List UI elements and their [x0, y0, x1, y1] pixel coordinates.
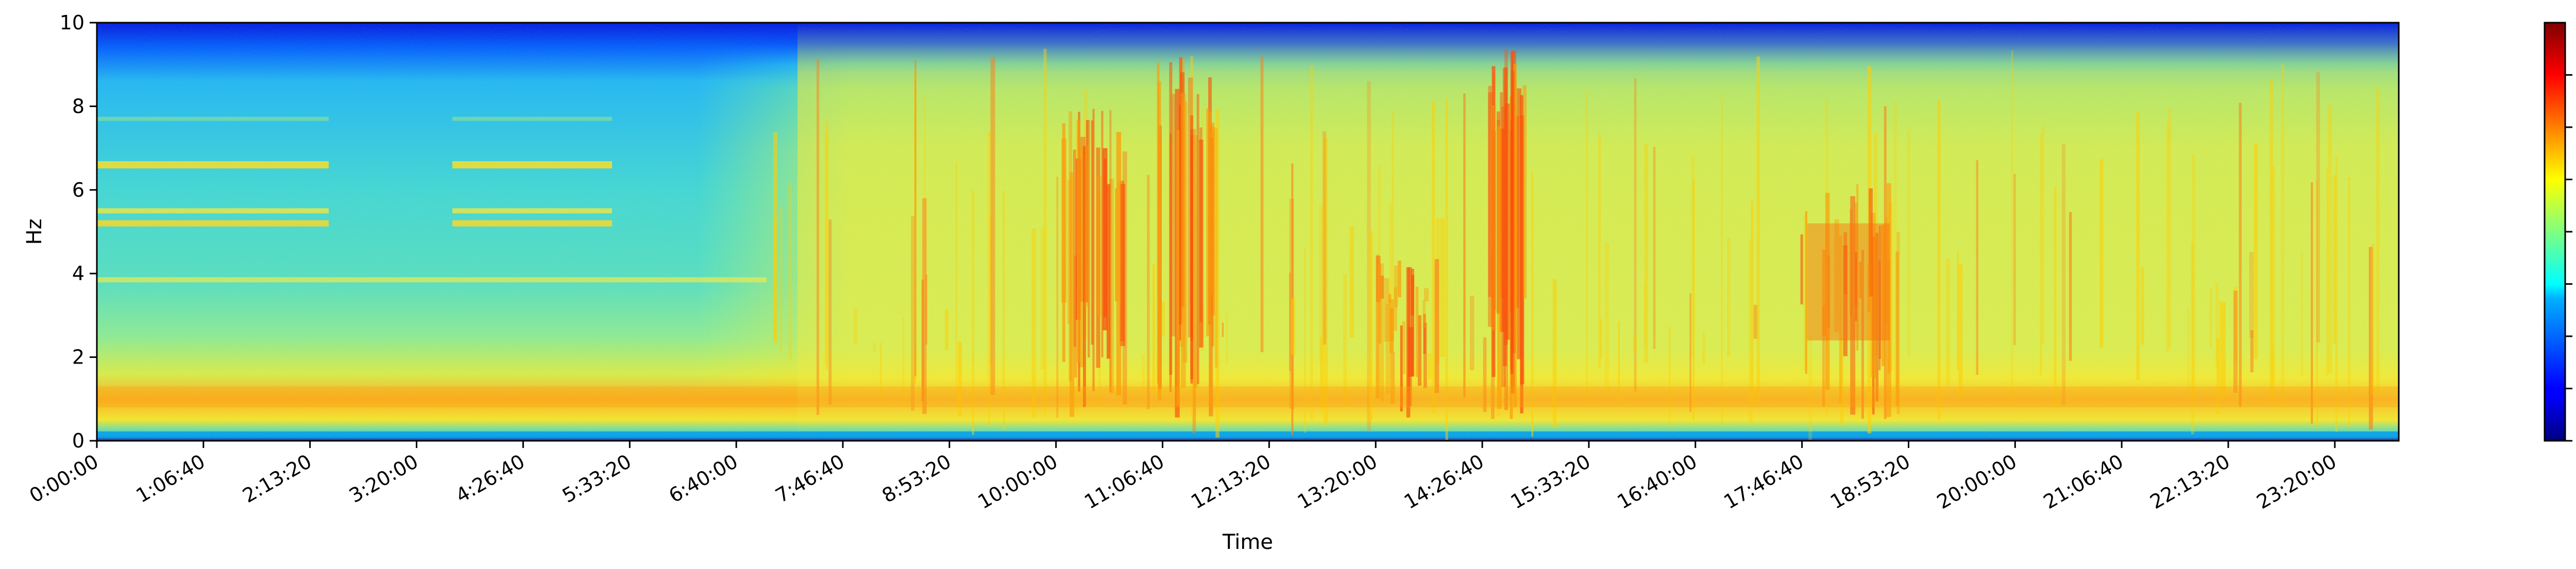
- x-tick-label: 8:53:20: [878, 450, 955, 507]
- x-tick-label: 16:40:00: [1613, 450, 1701, 513]
- x-tick-label: 23:20:00: [2253, 450, 2341, 513]
- colorbar-ticks: -10 dB-20 dB-30 dB-40 dB-50 dB-60 dB-70 …: [2565, 74, 2572, 442]
- x-tick-label: 13:20:00: [1294, 450, 1381, 513]
- x-tick-label: 7:46:40: [772, 450, 849, 507]
- x-tick-label: 21:06:40: [2040, 450, 2127, 513]
- x-tick-label: 22:13:20: [2146, 450, 2234, 513]
- y-tick-label: 6: [72, 179, 84, 201]
- plot-frame: [96, 22, 2400, 442]
- y-tick-label: 0: [72, 429, 84, 452]
- x-tick-label: 20:00:00: [1933, 450, 2021, 513]
- colorbar: -10 dB-20 dB-30 dB-40 dB-50 dB-60 dB-70 …: [2544, 22, 2572, 442]
- y-tick-label: 10: [60, 11, 84, 34]
- spectrogram-noise: [97, 23, 2399, 441]
- x-tick-label: 11:06:40: [1080, 450, 1168, 513]
- y-tick-label: 2: [72, 346, 84, 369]
- x-tick-label: 3:20:00: [345, 450, 422, 507]
- plot-area: 0 2 4 6 8 10 0:00:00 1:06:40 2:13:20 3:20:00 4:26…: [23, 11, 2400, 554]
- x-tick-label: 15:33:20: [1507, 450, 1595, 513]
- x-tick-label: 4:26:40: [452, 450, 529, 507]
- x-tick-label: 18:53:20: [1826, 450, 1914, 513]
- x-tick-label: 12:13:20: [1187, 450, 1275, 513]
- x-axis-label: Time: [1222, 530, 1273, 554]
- y-axis-label: Hz: [23, 218, 46, 245]
- x-tick-label: 5:33:20: [558, 450, 635, 507]
- x-tick-label: 0:00:00: [26, 450, 103, 507]
- y-tick-label: 8: [72, 95, 84, 117]
- colorbar-fill: [2545, 23, 2565, 441]
- x-tick-label: 6:40:00: [665, 450, 742, 507]
- x-axis: 0:00:00 1:06:40 2:13:20 3:20:00 4:26:40 5:33:…: [26, 441, 2341, 513]
- x-tick-label: 1:06:40: [132, 450, 209, 507]
- y-axis: 0 2 4 6 8 10: [60, 11, 97, 452]
- x-tick-label: 2:13:20: [239, 450, 315, 507]
- x-tick-label: 10:00:00: [974, 450, 1061, 513]
- x-tick-label: 17:46:40: [1720, 450, 1807, 513]
- y-tick-label: 4: [72, 262, 84, 285]
- x-tick-label: 14:26:40: [1400, 450, 1488, 513]
